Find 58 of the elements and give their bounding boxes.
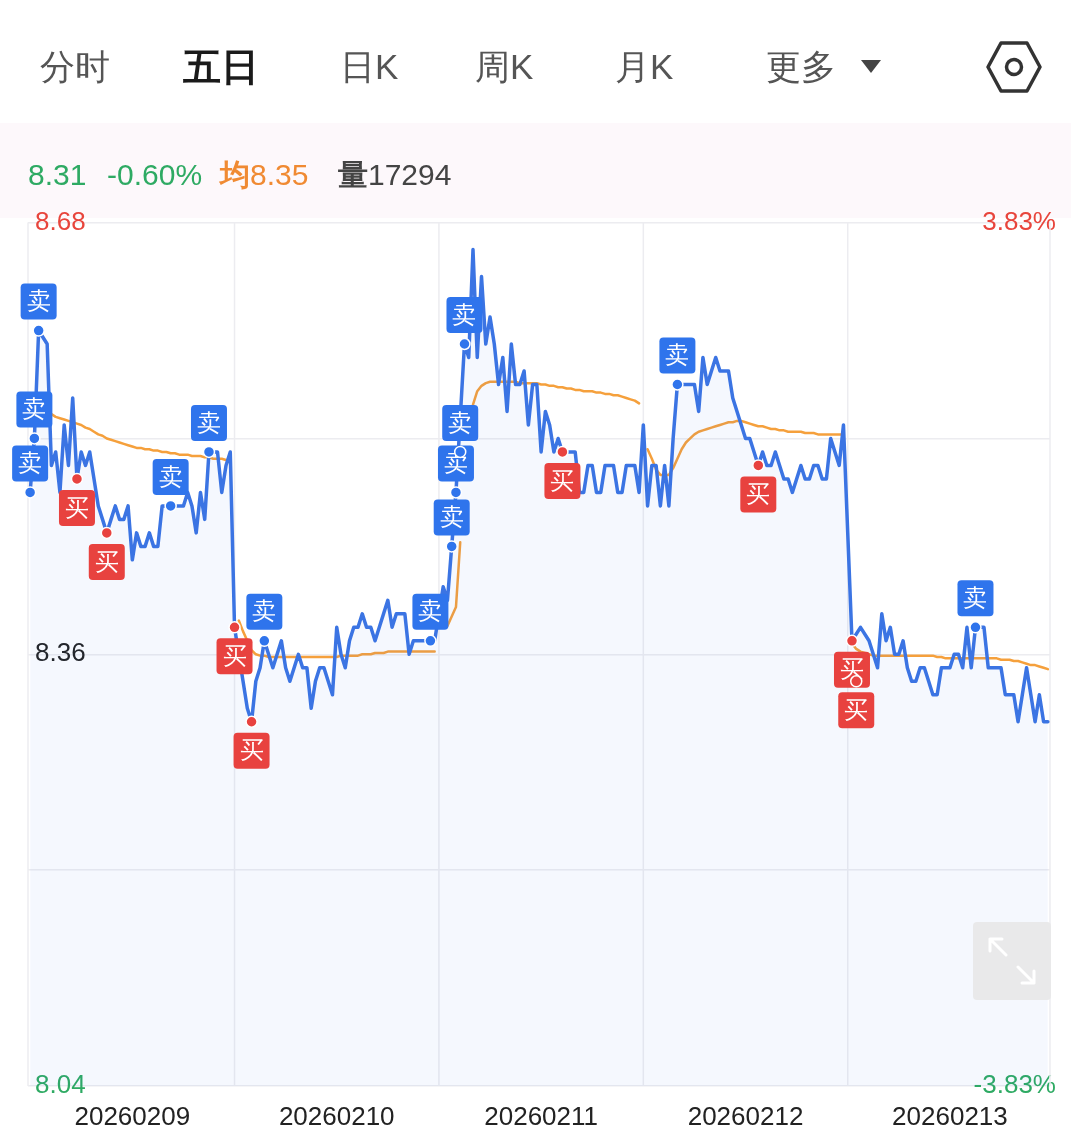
y-tick-label: 8.68 [35,205,86,236]
data-label: 卖 [196,408,221,436]
data-label: 卖 [22,395,47,423]
y2-tick-label: 3.83% [982,205,1056,236]
point [32,324,45,337]
text: 量17294 [338,157,452,193]
data-label: 卖 [418,597,443,625]
point [28,432,41,445]
data-label: 卖 [452,300,477,328]
point [449,486,463,499]
text: 8.31 [28,157,87,193]
x-tick-label: 20260212 [687,1100,804,1131]
text: 周K [475,46,534,88]
point [70,472,84,486]
point [458,337,471,351]
data-label: 买 [222,641,247,669]
data-label: 买 [746,480,771,508]
data-label: 卖 [158,462,183,490]
data-label: 卖 [252,597,277,625]
text: 分时 [40,46,110,88]
data-label: 买 [550,466,575,494]
data-label: 买 [239,736,264,764]
point [228,621,241,634]
point [556,445,569,459]
data-label: 买 [64,493,89,521]
text: 月K [615,46,674,88]
text: 均8.35 [220,157,309,193]
data-label: 卖 [963,583,988,611]
point [100,526,114,540]
x-tick-label: 20260213 [892,1100,1008,1131]
text: 日K [340,46,399,88]
data-label: 买 [94,547,119,575]
y-tick-label: 8.36 [35,637,86,668]
point [752,459,765,472]
data-label: 卖 [18,449,43,477]
data-label: 买 [844,695,869,723]
point [245,715,258,728]
point [969,621,982,634]
data-label: 卖 [439,503,464,530]
text: 五日 [183,45,259,90]
point [671,378,684,391]
y2-tick-label: -3.83% [973,1069,1056,1100]
point [23,486,37,499]
data-label: 买 [839,655,864,683]
point [845,634,859,648]
point [202,445,216,459]
point [258,634,271,648]
x-tick-label: 20260210 [278,1100,395,1131]
x-tick-label: 20260211 [484,1100,598,1131]
text: -0.60% [107,157,203,193]
data-label: 卖 [448,408,473,436]
data-label: 卖 [665,341,690,369]
y-tick-label: 8.04 [35,1069,86,1100]
point [164,499,177,513]
point [424,634,437,648]
text: 更多 [766,46,836,88]
data-label: 卖 [26,287,51,315]
x-tick-label: 20260209 [74,1100,191,1131]
